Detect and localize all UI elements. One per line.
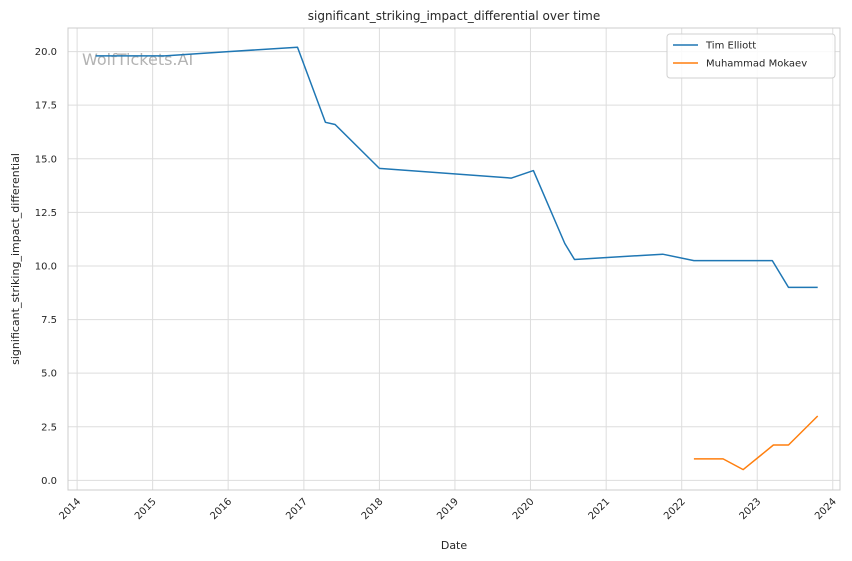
- y-tick-label: 0.0: [41, 476, 57, 487]
- y-tick-label: 15.0: [35, 154, 57, 165]
- y-tick-label: 2.5: [41, 422, 57, 433]
- plot-frame: [67, 27, 841, 491]
- legend-label-2: Muhammad Mokaev: [706, 59, 807, 70]
- y-axis-ticks: 0.0 2.5 5.0 7.5 10.0 12.5 15.0 17.5 20.0: [35, 47, 57, 487]
- legend-label-1: Tim Elliott: [705, 41, 756, 52]
- y-tick-label: 7.5: [41, 315, 57, 326]
- y-tick-label: 10.0: [35, 261, 57, 272]
- grid-lines: [68, 28, 840, 490]
- series-line-1: [95, 46, 818, 289]
- legend: Tim Elliott Muhammad Mokaev: [666, 33, 836, 79]
- watermark-text: WolfTickets.AI: [82, 50, 193, 69]
- y-tick-label: 17.5: [35, 101, 57, 112]
- legend-box: [666, 33, 836, 79]
- series-line-2: [693, 415, 819, 471]
- y-axis-label: significant_striking_impact_differential: [9, 153, 22, 365]
- y-tick-label: 5.0: [41, 369, 57, 380]
- chart-title: significant_striking_impact_differential…: [308, 9, 600, 23]
- series-layer: [95, 46, 819, 471]
- y-tick-label: 12.5: [35, 208, 57, 219]
- y-tick-label: 20.0: [35, 47, 57, 58]
- x-axis-label: Date: [441, 539, 468, 552]
